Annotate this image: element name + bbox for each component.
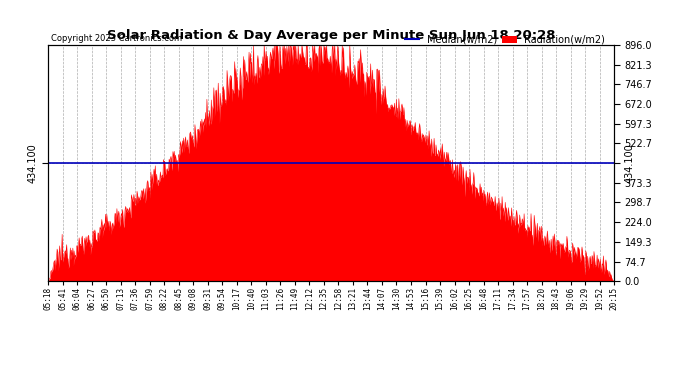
Text: Copyright 2023 Cartronics.com: Copyright 2023 Cartronics.com <box>51 34 182 43</box>
Title: Solar Radiation & Day Average per Minute Sun Jun 18 20:28: Solar Radiation & Day Average per Minute… <box>107 30 555 42</box>
Legend: Median(w/m2), Radiation(w/m2): Median(w/m2), Radiation(w/m2) <box>401 31 609 49</box>
